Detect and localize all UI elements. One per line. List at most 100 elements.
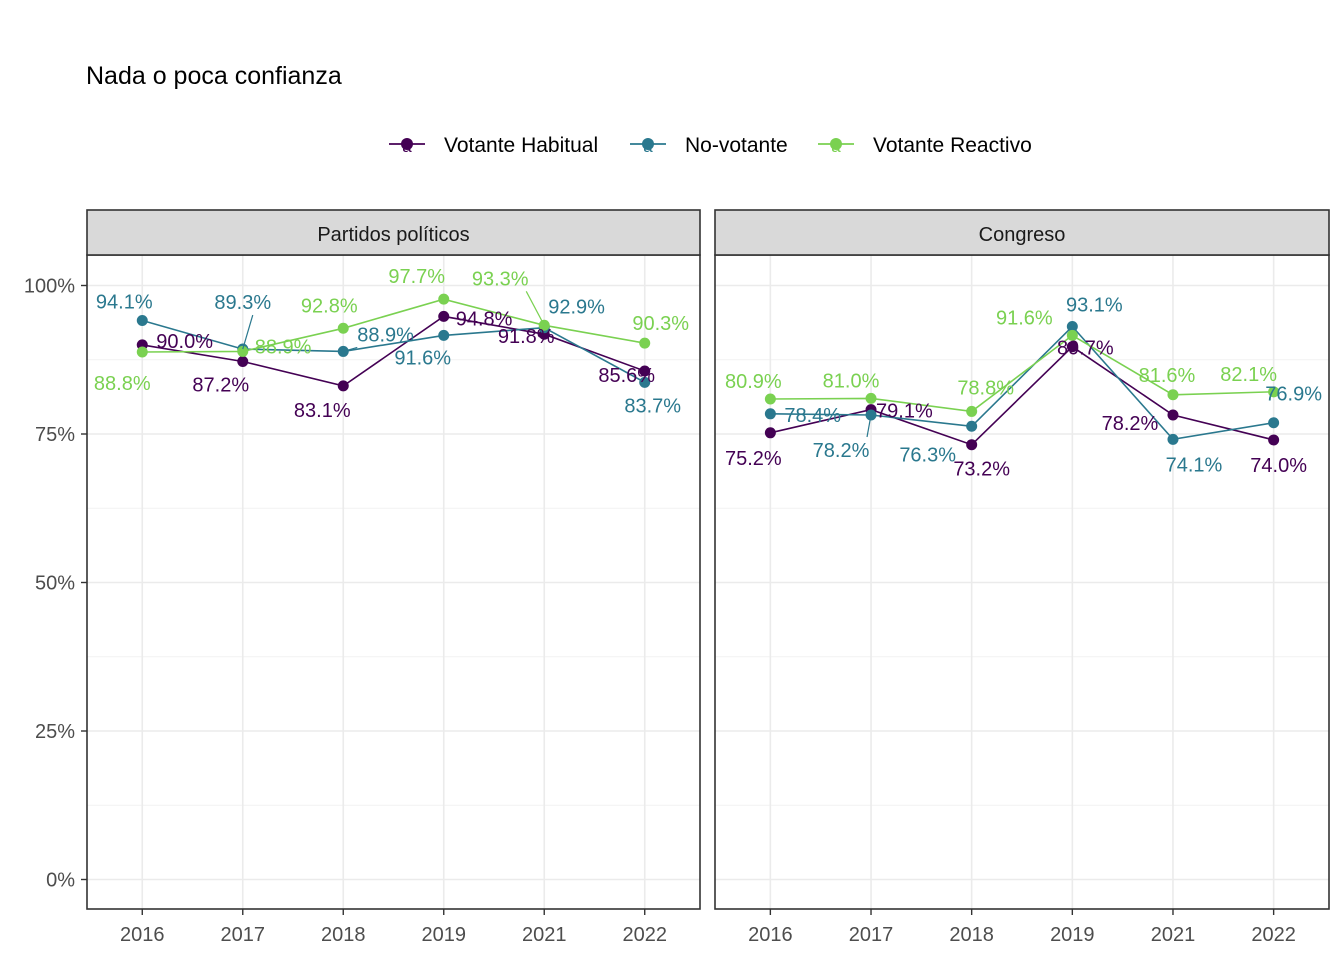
- data-point-votante-habitual: [639, 365, 651, 377]
- data-label: 85.6%: [598, 365, 655, 387]
- panel-title: Partidos políticos: [317, 224, 469, 246]
- legend-key-point: [642, 138, 654, 150]
- data-point-votante-habitual: [1167, 409, 1179, 421]
- y-tick-label: 25%: [35, 721, 75, 743]
- data-point-no-votante: [1268, 417, 1280, 429]
- legend-item-no-votante: a No-votante: [630, 134, 788, 157]
- data-point-votante-habitual: [438, 310, 450, 322]
- data-label: 78.2%: [813, 440, 870, 462]
- data-label: 76.9%: [1265, 384, 1322, 406]
- x-tick-label: 2016: [120, 924, 165, 946]
- label-leader-line: [242, 314, 254, 350]
- legend-item-votante-habitual: a Votante Habitual: [389, 134, 598, 157]
- legend-label: Votante Habitual: [444, 134, 598, 157]
- data-label: 81.0%: [823, 370, 880, 392]
- data-point-no-votante: [639, 376, 651, 388]
- y-tick-label: 100%: [24, 276, 75, 298]
- chart-title: Nada o poca confianza: [86, 62, 342, 90]
- panels: 90.0% 87.2% 83.1% 94.8%91.8% 85.6% 94.1% 89.3%…: [24, 209, 1330, 946]
- panel-title: Congreso: [979, 224, 1066, 246]
- data-label: 78.4%: [784, 405, 841, 427]
- x-tick-label: 2019: [421, 924, 466, 946]
- x-tick-label: 2022: [622, 924, 667, 946]
- data-label: 97.7%: [388, 266, 445, 288]
- data-label: 79.1%: [876, 401, 933, 423]
- data-label: 91.6%: [394, 347, 451, 369]
- x-tick-label: 2018: [949, 924, 994, 946]
- data-label: 73.2%: [953, 459, 1010, 481]
- legend-key-glyph: a: [402, 137, 412, 156]
- data-point-votante-habitual: [1066, 341, 1078, 353]
- y-tick-label: 50%: [35, 573, 75, 595]
- data-label: 89.3%: [214, 292, 271, 314]
- data-label: 88.8%: [94, 373, 151, 395]
- data-point-votante-reactivo: [1167, 389, 1179, 401]
- x-tick-label: 2019: [1050, 924, 1095, 946]
- series-line-no-votante: [770, 325, 1274, 441]
- x-tick-label: 2017: [849, 924, 894, 946]
- x-tick-label: 2021: [522, 924, 567, 946]
- data-point-no-votante: [966, 420, 978, 432]
- data-label: 78.8%: [957, 377, 1014, 399]
- data-point-votante-reactivo: [1268, 386, 1280, 398]
- data-point-votante-reactivo: [136, 346, 148, 358]
- gridlines: [87, 255, 700, 909]
- label-leader-line: [343, 346, 358, 353]
- x-tick-label: 2018: [321, 924, 366, 946]
- data-label: 91.6%: [996, 307, 1053, 329]
- data-label: 82.1%: [1220, 364, 1277, 386]
- data-point-votante-reactivo: [1066, 329, 1078, 341]
- data-point-votante-reactivo: [237, 345, 249, 357]
- data-label: 76.3%: [899, 444, 956, 466]
- series-line-votante-reactivo: [142, 298, 645, 353]
- data-point-votante-habitual: [237, 356, 249, 368]
- legend-label: Votante Reactivo: [873, 134, 1032, 157]
- x-tick-label: 2017: [221, 924, 266, 946]
- data-point-votante-habitual: [1268, 434, 1280, 446]
- data-label: 93.1%: [1066, 294, 1123, 316]
- x-tick-label: 2022: [1251, 924, 1296, 946]
- data-label: 90.3%: [632, 313, 689, 335]
- series-line-votante-habitual: [770, 345, 1274, 446]
- data-label: 81.6%: [1139, 365, 1196, 387]
- gridlines: [715, 255, 1329, 909]
- x-tick-label: 2016: [748, 924, 793, 946]
- data-point-votante-reactivo: [865, 392, 877, 404]
- y-tick-label: 0%: [46, 870, 75, 892]
- legend-key-glyph: a: [831, 137, 841, 156]
- data-point-votante-reactivo: [764, 393, 776, 405]
- data-point-votante-reactivo: [337, 322, 349, 334]
- legend-key-point: [401, 138, 413, 150]
- series-line-no-votante: [142, 319, 646, 384]
- legend-key-point: [830, 138, 842, 150]
- data-label: 83.1%: [294, 400, 351, 422]
- data-point-votante-reactivo: [438, 293, 450, 305]
- panel-partidos-pol-ticos: 90.0% 87.2% 83.1% 94.8%91.8% 85.6% 94.1% 89.3%…: [24, 209, 701, 946]
- data-label: 91.8%: [498, 326, 555, 348]
- data-label: 88.9%: [255, 336, 312, 358]
- data-label: 88.9%: [357, 324, 414, 346]
- strip-background: [714, 209, 1330, 256]
- data-label: 83.7%: [624, 395, 681, 417]
- data-label: 87.2%: [192, 375, 249, 397]
- data-point-no-votante: [764, 408, 776, 420]
- y-tick-label: 75%: [35, 424, 75, 446]
- data-label: 93.3%: [472, 268, 529, 290]
- strip-background: [86, 209, 701, 256]
- data-point-no-votante: [136, 315, 148, 327]
- data-label: 90.0%: [156, 331, 213, 353]
- data-point-votante-habitual: [337, 380, 349, 392]
- legend-label: No-votante: [685, 134, 788, 157]
- data-point-votante-reactivo: [966, 405, 978, 417]
- data-point-no-votante: [1066, 320, 1078, 332]
- legend: a Votante Habitual a No-votante a Votante Rea…: [389, 134, 1032, 157]
- panel-congreso: 75.2% 79.1% 73.2% 89.7% 78.2% 74.0% 78.4% 78.2%…: [714, 209, 1330, 946]
- data-label: 74.1%: [1166, 454, 1223, 476]
- data-point-no-votante: [1167, 433, 1179, 445]
- data-label: 74.0%: [1250, 455, 1307, 477]
- series-line-votante-habitual: [142, 315, 645, 387]
- data-point-no-votante: [438, 329, 450, 341]
- legend-item-votante-reactivo: a Votante Reactivo: [818, 134, 1032, 157]
- series-line-votante-reactivo: [770, 334, 1274, 413]
